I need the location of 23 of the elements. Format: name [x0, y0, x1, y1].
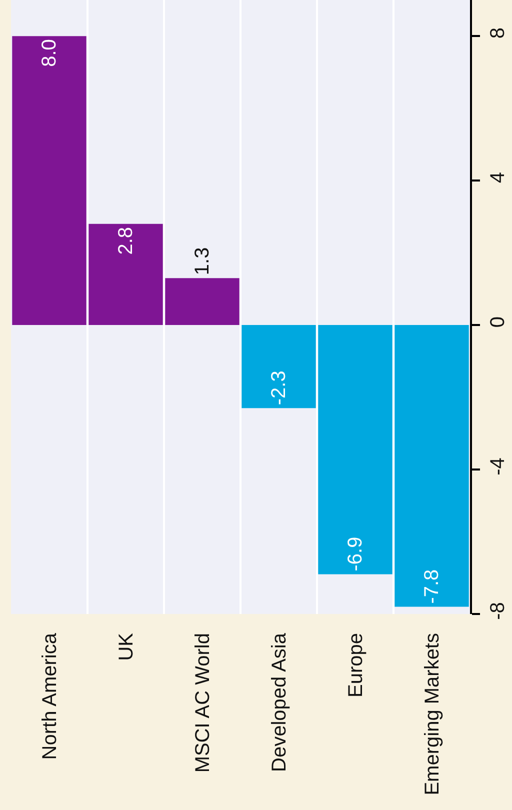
data-label: -7.8 — [420, 569, 443, 604]
x-tick-label: North America — [38, 632, 61, 760]
x-tick-label: Emerging Markets — [421, 633, 444, 796]
bar — [242, 325, 316, 408]
y-tick-label: -8 — [486, 602, 509, 620]
data-label: -2.3 — [268, 370, 290, 406]
bar — [88, 224, 163, 326]
x-tick-label: Europe — [344, 633, 367, 698]
data-label: 8.0 — [38, 39, 60, 67]
y-tick-label: 4 — [486, 172, 509, 184]
data-label: 1.3 — [191, 247, 214, 276]
data-label: 2.8 — [114, 226, 137, 255]
y-tick-label: 0 — [486, 316, 509, 328]
bar — [394, 325, 469, 607]
x-tick-label: Developed Asia — [268, 632, 290, 772]
y-tick-label: -4 — [486, 458, 509, 476]
bar — [12, 36, 86, 326]
bar — [318, 325, 392, 574]
x-tick-label: UK — [115, 632, 138, 661]
x-tick-label: MSCI AC World — [192, 633, 214, 773]
data-label: -6.9 — [344, 536, 366, 572]
y-tick-label: 8 — [486, 28, 509, 39]
bar — [165, 278, 240, 326]
